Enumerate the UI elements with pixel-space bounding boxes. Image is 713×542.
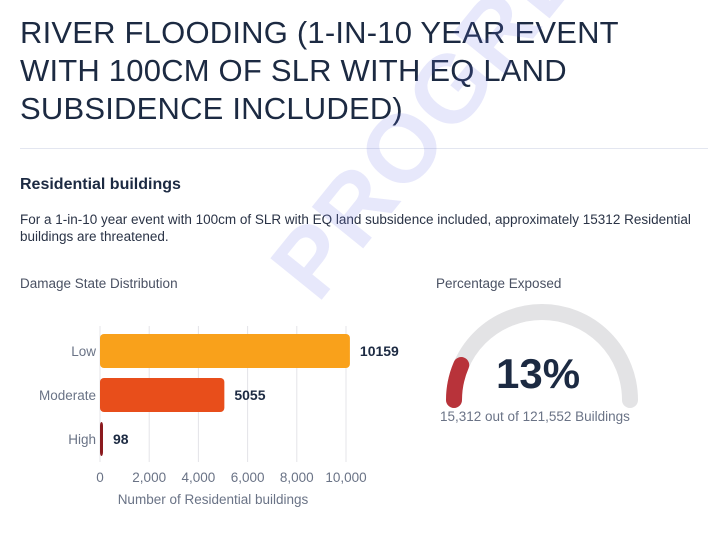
x-axis-title: Number of Residential buildings bbox=[118, 492, 309, 507]
x-tick-label: 2,000 bbox=[132, 470, 166, 485]
damage-bar-chart: 0 2,000 4,000 6,000 8,000 10,000 Low 10159 Moder… bbox=[39, 326, 399, 507]
value-label: 5055 bbox=[234, 387, 265, 403]
gauge-fill bbox=[446, 357, 470, 408]
x-tick-label: 10,000 bbox=[325, 470, 366, 485]
page-title: RIVER FLOODING (1-IN-10 YEAR EVENT WITH … bbox=[20, 15, 619, 126]
damage-chart-title: Damage State Distribution bbox=[20, 276, 178, 291]
gauge-percent: 13% bbox=[496, 350, 581, 397]
gauge-count: 15,312 out of 121,552 Buildings bbox=[440, 409, 630, 424]
category-label: Moderate bbox=[39, 388, 96, 403]
bar-high bbox=[100, 422, 103, 456]
x-tick-label: 0 bbox=[96, 470, 104, 485]
value-label: 10159 bbox=[360, 343, 399, 359]
summary-text: For a 1-in-10 year event with 100cm of S… bbox=[20, 212, 691, 244]
section-heading: Residential buildings bbox=[20, 176, 181, 193]
value-label: 98 bbox=[113, 431, 129, 447]
exposure-title: Percentage Exposed bbox=[436, 276, 562, 291]
exposure-gauge bbox=[446, 304, 638, 408]
title-divider bbox=[20, 148, 708, 149]
bar-low bbox=[100, 334, 350, 368]
bar-moderate bbox=[100, 378, 225, 412]
x-tick-label: 6,000 bbox=[231, 470, 265, 485]
category-label: High bbox=[68, 432, 96, 447]
x-tick-label: 8,000 bbox=[280, 470, 314, 485]
category-label: Low bbox=[71, 344, 96, 359]
x-tick-label: 4,000 bbox=[182, 470, 216, 485]
